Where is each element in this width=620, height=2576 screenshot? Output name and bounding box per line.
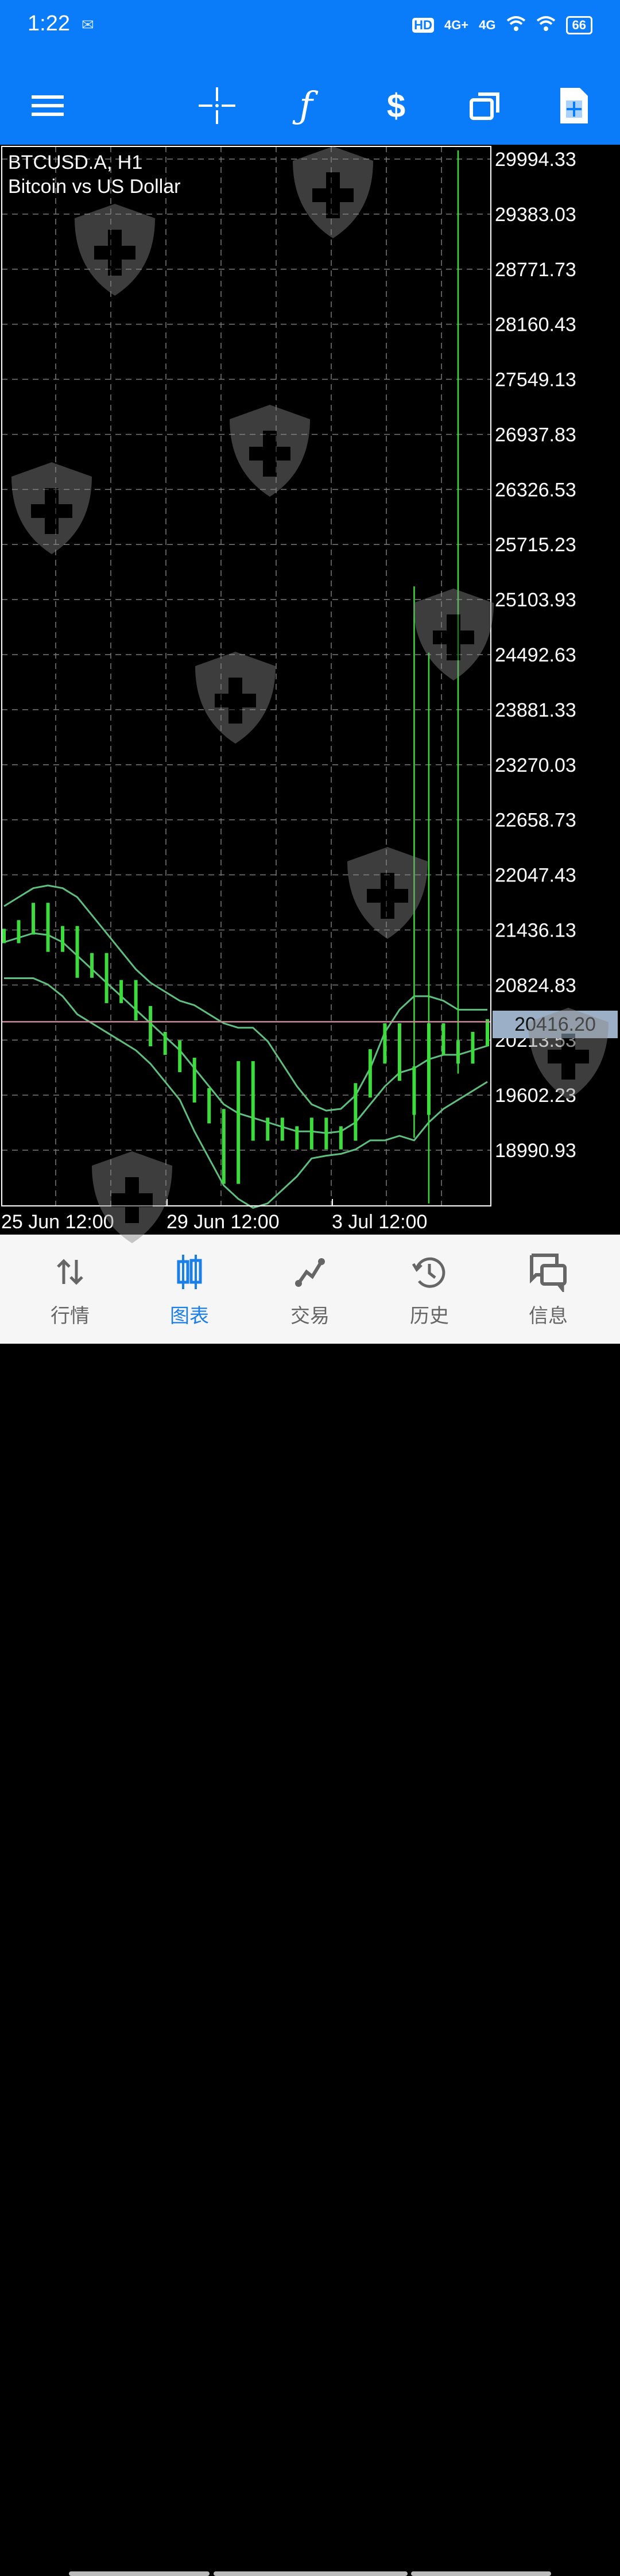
nav-trade[interactable]: 交易 [267,1252,353,1328]
menu-icon[interactable] [27,85,68,126]
chart-area[interactable]: 29994.33 29383.03 28771.73 28160.43 27549.13… [0,145,620,1235]
nav-chart[interactable]: 图表 [146,1252,232,1328]
signal-4gplus-icon: 4G+ [444,18,469,32]
chart-description: Bitcoin vs US Dollar [8,176,181,198]
y-tick-label: 28160.43 [495,314,576,336]
status-bar: 1:22 ✉ HD 4G+ 4G 66 [0,0,620,68]
scrollbar-segment [69,2571,210,2576]
indicator-f-icon[interactable]: ƒ [299,84,313,127]
wifi-icon [506,15,526,36]
chart-symbol: BTCUSD.A, H1 [8,152,143,173]
nav-quotes[interactable]: 行情 [27,1252,113,1328]
battery-icon: 66 [565,16,592,34]
nav-messages[interactable]: 信息 [505,1252,591,1328]
y-tick-label: 29383.03 [495,204,576,226]
trade-dollar-icon[interactable]: $ [386,87,406,125]
wifi-icon-2 [536,15,556,36]
scrollbar-segment [214,2571,408,2576]
nav-label: 交易 [290,1305,330,1327]
y-tick-label: 22047.43 [495,865,576,887]
toolbar: ƒ $ [0,68,620,145]
y-tick-label: 22658.73 [495,810,576,831]
nav-label: 历史 [410,1305,449,1327]
y-tick-label: 29994.33 [495,149,576,171]
bollinger-upper-band [3,884,487,1112]
bollinger-lower-band [4,977,488,1209]
bottom-navigation: 行情 图表 交易 历史 信息 [0,1235,620,2576]
bollinger-middle-band [3,932,488,1134]
plot-frame [1,146,491,1206]
system-icons: HD 4G+ 4G 66 [412,15,592,36]
mail-notification-icon: ✉ [82,16,94,33]
candlestick-chart-icon [146,1252,232,1292]
y-tick-label: 20824.83 [495,974,576,996]
y-tick-label: 27549.13 [495,369,576,391]
new-order-icon[interactable] [553,85,595,126]
nav-label: 信息 [529,1305,568,1327]
messages-icon [505,1252,591,1292]
hd-icon: HD [412,18,434,33]
price-chart[interactable]: 29994.33 29383.03 28771.73 28160.43 27549.13… [0,145,620,1235]
signal-4g-icon: 4G [479,18,496,32]
crosshair-icon[interactable] [196,85,238,126]
x-tick-label: 25 Jun 12:00 [1,1211,114,1233]
y-tick-label: 23881.33 [495,699,576,721]
scrollbar-segment [411,2571,551,2576]
y-tick-label: 23270.03 [495,755,576,776]
y-tick-label: 25103.93 [495,589,576,611]
y-tick-label: 26937.83 [495,424,576,446]
windows-icon[interactable] [464,85,506,126]
y-tick-label: 18990.93 [495,1140,576,1162]
chart-header: BTCUSD.A, H1 Bitcoin vs US Dollar [8,150,180,199]
x-tick-label: 29 Jun 12:00 [166,1211,280,1233]
history-clock-icon [386,1252,472,1292]
quotes-arrows-icon [27,1252,113,1292]
y-tick-label: 25715.23 [495,534,576,556]
trade-line-icon [267,1252,353,1292]
nav-label: 图表 [170,1305,209,1327]
nav-label: 行情 [51,1305,90,1327]
y-tick-label: 26326.53 [495,479,576,501]
y-tick-label: 28771.73 [495,259,576,281]
x-tick-label: 3 Jul 12:00 [332,1211,427,1233]
nav-history[interactable]: 历史 [386,1252,472,1328]
y-tick-label: 24492.63 [495,644,576,666]
y-tick-label: 21436.13 [495,919,576,941]
status-time: 1:22 [28,11,70,36]
y-tick-label: 19602.23 [495,1085,576,1107]
current-price-tag: 20416.20 [493,1011,618,1038]
